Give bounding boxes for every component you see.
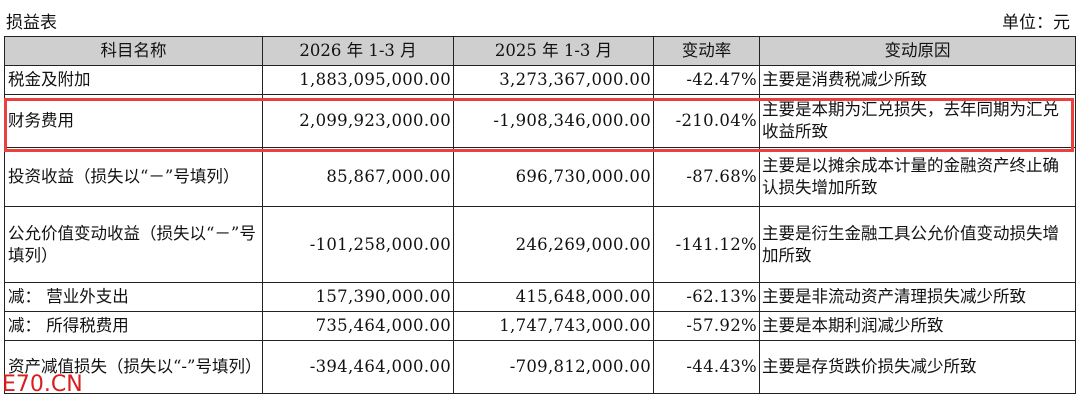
current-amount: 735,464,000.00 bbox=[262, 311, 454, 341]
current-amount: -394,464,000.00 bbox=[262, 340, 454, 394]
change-rate: -87.68% bbox=[653, 147, 760, 207]
previous-amount: 3,273,367,000.00 bbox=[453, 65, 654, 95]
column-header-change-rate: 变动率 bbox=[653, 36, 760, 66]
current-amount: 2,099,923,000.00 bbox=[262, 94, 454, 148]
previous-amount: 415,648,000.00 bbox=[453, 282, 654, 312]
change-reason: 主要是本期为汇兑损失，去年同期为汇兑收益所致 bbox=[759, 94, 1076, 148]
change-rate: -57.92% bbox=[653, 311, 760, 341]
item-name: 减： 所得税费用 bbox=[4, 311, 263, 341]
table-row: 投资收益（损失以“－”号填列） 85,867,000.00 696,730,00… bbox=[4, 147, 1076, 207]
change-rate: -44.43% bbox=[653, 340, 760, 394]
column-header-previous-period: 2025 年 1-3 月 bbox=[453, 36, 654, 66]
change-reason: 主要是非流动资产清理损失减少所致 bbox=[759, 282, 1076, 312]
table-header-row: 科目名称 2026 年 1-3 月 2025 年 1-3 月 变动率 变动原因 bbox=[4, 36, 1076, 66]
change-reason: 主要是消费税减少所致 bbox=[759, 65, 1076, 95]
change-rate: -210.04% bbox=[653, 94, 760, 148]
income-statement-table: 科目名称 2026 年 1-3 月 2025 年 1-3 月 变动率 变动原因 … bbox=[4, 36, 1076, 394]
change-reason: 主要是以摊余成本计量的金融资产终止确认损失增加所致 bbox=[759, 147, 1076, 207]
current-amount: 85,867,000.00 bbox=[262, 147, 454, 207]
table-row: 税金及附加 1,883,095,000.00 3,273,367,000.00 … bbox=[4, 65, 1076, 95]
report-header: 损益表 单位：元 bbox=[0, 0, 1080, 36]
item-name: 财务费用 bbox=[4, 94, 263, 148]
previous-amount: 1,747,743,000.00 bbox=[453, 311, 654, 341]
currency-unit: 单位：元 bbox=[1002, 13, 1070, 33]
current-amount: 1,883,095,000.00 bbox=[262, 65, 454, 95]
previous-amount: 696,730,000.00 bbox=[453, 147, 654, 207]
table-row: 资产减值损失（损失以“-”号填列） -394,464,000.00 -709,8… bbox=[4, 340, 1076, 394]
watermark: E70.CN bbox=[2, 372, 83, 397]
table-row: 公允价值变动收益（损失以“－”号填列） -101,258,000.00 246,… bbox=[4, 206, 1076, 283]
previous-amount: -709,812,000.00 bbox=[453, 340, 654, 394]
change-rate: -42.47% bbox=[653, 65, 760, 95]
previous-amount: 246,269,000.00 bbox=[453, 206, 654, 283]
item-name: 资产减值损失（损失以“-”号填列） bbox=[4, 340, 263, 394]
table-row: 财务费用 2,099,923,000.00 -1,908,346,000.00 … bbox=[4, 94, 1076, 148]
current-amount: -101,258,000.00 bbox=[262, 206, 454, 283]
change-reason: 主要是存货跌价损失减少所致 bbox=[759, 340, 1076, 394]
change-rate: -62.13% bbox=[653, 282, 760, 312]
change-rate: -141.12% bbox=[653, 206, 760, 283]
change-reason: 主要是本期利润减少所致 bbox=[759, 311, 1076, 341]
previous-amount: -1,908,346,000.00 bbox=[453, 94, 654, 148]
column-header-current-period: 2026 年 1-3 月 bbox=[262, 36, 454, 66]
table-row: 减： 营业外支出 157,390,000.00 415,648,000.00 -… bbox=[4, 282, 1076, 312]
change-reason: 主要是衍生金融工具公允价值变动损失增加所致 bbox=[759, 206, 1076, 283]
item-name: 公允价值变动收益（损失以“－”号填列） bbox=[4, 206, 263, 283]
item-name: 税金及附加 bbox=[4, 65, 263, 95]
column-header-change-reason: 变动原因 bbox=[759, 36, 1076, 66]
report-title: 损益表 bbox=[6, 13, 57, 33]
table-row: 减： 所得税费用 735,464,000.00 1,747,743,000.00… bbox=[4, 311, 1076, 341]
column-header-item: 科目名称 bbox=[4, 36, 263, 66]
item-name: 减： 营业外支出 bbox=[4, 282, 263, 312]
current-amount: 157,390,000.00 bbox=[262, 282, 454, 312]
item-name: 投资收益（损失以“－”号填列） bbox=[4, 147, 263, 207]
